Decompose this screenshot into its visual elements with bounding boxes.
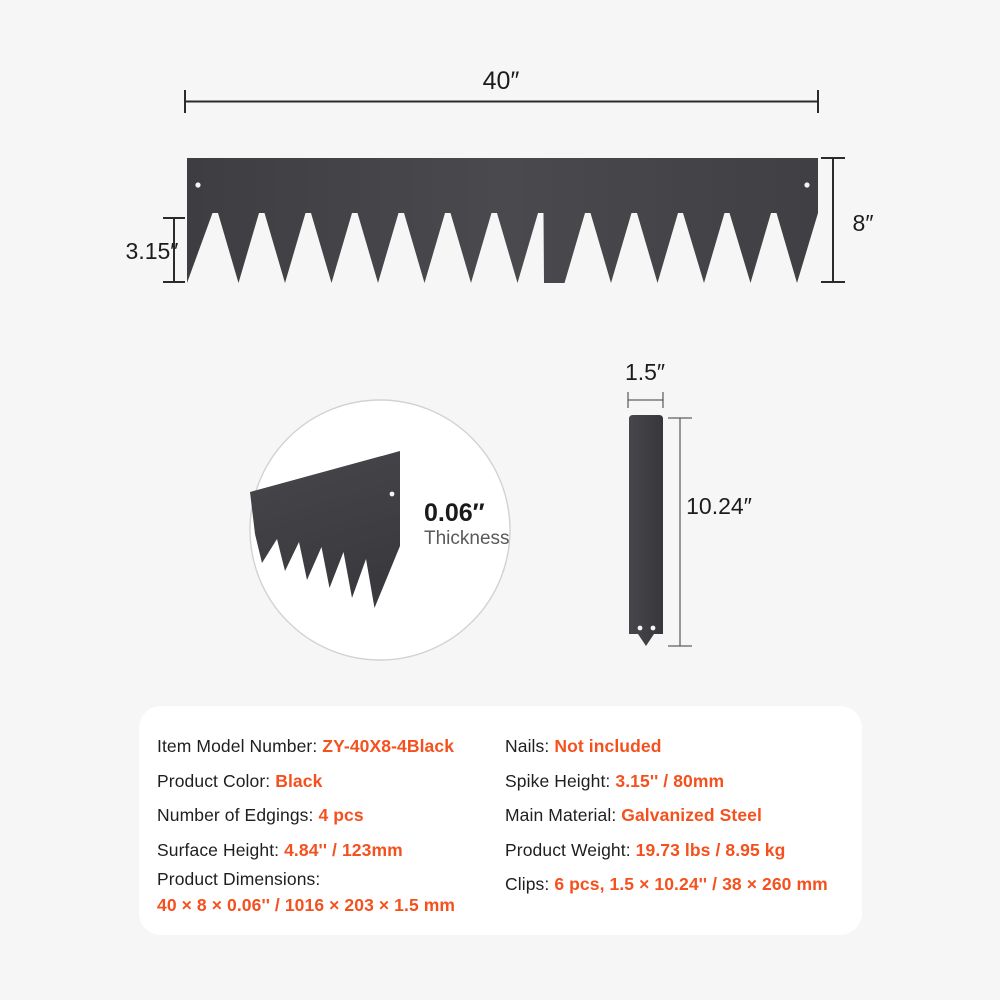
clip-height-dimension: 10.24″ [668,417,752,647]
spec-label: Product Weight: [505,839,631,860]
spec-value: 19.73 lbs / 8.95 kg [635,839,786,860]
thickness-detail-circle: 0.06″ Thickness [249,399,511,661]
clip-diagram: 1.5″ 10.24″ [625,359,752,647]
clip-width-dimension: 1.5″ [625,359,665,408]
clip-width-label: 1.5″ [625,359,665,385]
spec-label: Spike Height: [505,770,611,791]
spec-label: Number of Edgings: [157,805,314,825]
spike-height-label: 3.15″ [126,238,179,264]
detail-rivet-hole [389,491,395,497]
spec-value: 6 pcs, 1.5 × 10.24'' / 38 × 260 mm [554,874,828,894]
rivet-hole-right [804,182,810,188]
spec-column-right: Nails: Not included Spike Height: 3.15''… [502,706,862,935]
spec-label: Clips: [505,874,550,894]
spec-label: Product Dimensions: [157,869,321,889]
spec-value: ZY-40X8-4Black [322,736,455,756]
panel-height-dimension: 8″ [821,157,874,283]
width-dimension-label: 40″ [483,67,520,95]
spec-value: 3.15'' / 80mm [615,770,725,791]
spec-row: Main Material: Galvanized Steel [505,798,862,833]
clip-height-label: 10.24″ [686,493,752,519]
spec-row: Product Weight: 19.73 lbs / 8.95 kg [505,833,862,868]
spike-height-dimension: 3.15″ [126,217,185,283]
spec-column-left: Item Model Number: ZY-40X8-4Black Produc… [139,706,502,935]
spec-value: Galvanized Steel [621,805,762,825]
edging-panel-shape [187,158,818,283]
width-dimension-40: 40″ [184,67,819,113]
spec-row: Spike Height: 3.15'' / 80mm [505,764,862,799]
spec-label: Item Model Number: [157,736,318,756]
spec-label: Main Material: [505,805,617,825]
spec-row: Product Color: Black [157,764,502,799]
clip-hole-left [637,625,643,631]
spec-row: Nails: Not included [505,729,862,764]
specification-card: Item Model Number: ZY-40X8-4Black Produc… [139,706,862,935]
spec-label: Surface Height: [157,839,280,860]
panel-height-label: 8″ [853,210,874,236]
spec-value: 4.84'' / 123mm [284,839,403,860]
spec-value: 4 pcs [318,805,364,825]
spec-value: 40 × 8 × 0.06'' / 1016 × 203 × 1.5 mm [157,895,456,915]
spec-label: Product Color: [157,770,271,791]
spec-row: Item Model Number: ZY-40X8-4Black [157,729,502,764]
spec-row: Number of Edgings: 4 pcs [157,798,502,833]
spec-row: Clips: 6 pcs, 1.5 × 10.24'' / 38 × 260 m… [505,867,862,902]
clip-hole-right [650,625,656,631]
thickness-value: 0.06″ [424,499,485,527]
spec-label: Nails: [505,736,550,756]
spec-value: Not included [554,736,662,756]
spec-row: Surface Height: 4.84'' / 123mm [157,833,502,868]
rivet-hole-left [195,182,201,188]
thickness-label: Thickness [424,528,510,549]
spec-value: Black [275,770,323,791]
spec-row: Product Dimensions: 40 × 8 × 0.06'' / 10… [157,867,502,918]
